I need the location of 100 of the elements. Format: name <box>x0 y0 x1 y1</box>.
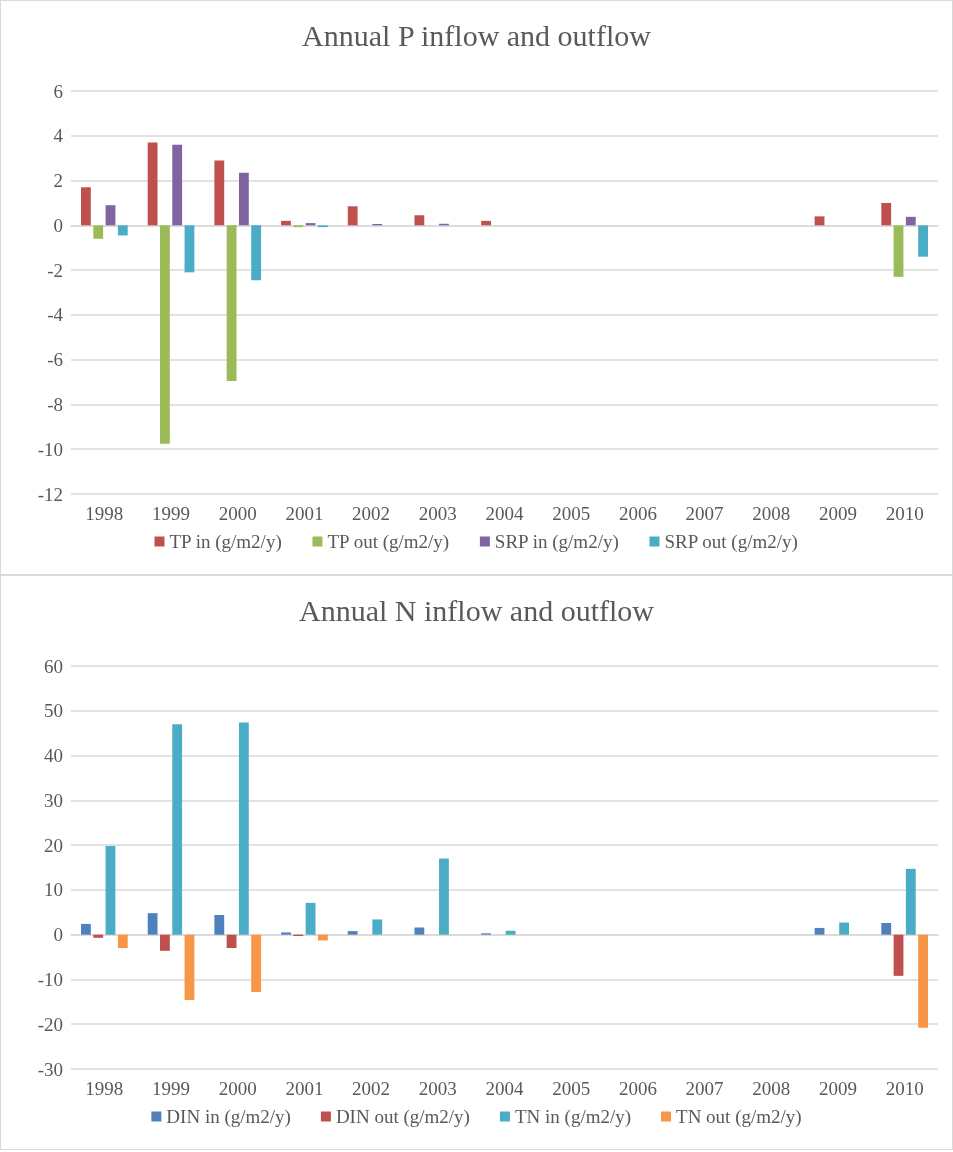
x-tick-label: 1999 <box>152 503 191 524</box>
x-tick-label: 2001 <box>285 503 324 524</box>
y-tick-label: 30 <box>44 789 63 811</box>
y-tick-label: -8 <box>47 393 63 415</box>
bar <box>117 225 128 236</box>
x-tick-label: 2008 <box>752 503 791 524</box>
bar <box>905 216 916 226</box>
legend-label: DIN in (g/m2/y) <box>166 1106 291 1128</box>
y-tick-label: 40 <box>44 745 63 767</box>
bar <box>481 220 491 226</box>
x-tick-label: 2001 <box>285 1078 324 1099</box>
bar <box>172 724 183 935</box>
y-tick-label: 10 <box>44 879 63 901</box>
bar <box>347 206 358 226</box>
x-tick-label: 1998 <box>85 503 124 524</box>
bar <box>372 919 383 935</box>
bar <box>172 144 183 226</box>
bar <box>439 858 449 935</box>
bar <box>238 722 249 935</box>
legend-label: TP out (g/m2/y) <box>327 531 450 553</box>
y-tick-label: -20 <box>37 1013 63 1035</box>
bar <box>893 225 904 277</box>
bar <box>305 902 316 935</box>
bar <box>281 932 291 935</box>
bar <box>893 934 904 976</box>
bar <box>147 142 158 226</box>
x-tick-label: 2002 <box>352 1078 391 1099</box>
bar <box>251 225 262 281</box>
x-tick-label: 2009 <box>818 503 857 524</box>
bar <box>226 225 237 381</box>
bar <box>226 934 237 949</box>
bar <box>881 923 892 935</box>
bar <box>414 927 425 935</box>
x-tick-label: 2000 <box>218 1078 257 1099</box>
x-tick-label: 2004 <box>485 1078 524 1099</box>
bar <box>881 202 892 226</box>
x-tick-label: 1999 <box>152 1078 191 1099</box>
x-tick-label: 2008 <box>752 1078 791 1099</box>
chart-title: Annual N inflow and outflow <box>299 593 655 627</box>
y-tick-label: -10 <box>37 968 63 990</box>
x-tick-label: 2006 <box>618 503 657 524</box>
bar <box>105 846 116 935</box>
bar <box>839 922 850 935</box>
bar <box>814 216 825 226</box>
y-tick-label: 50 <box>44 700 63 722</box>
y-tick-label: 60 <box>44 655 63 677</box>
y-tick-label: -30 <box>37 1058 63 1080</box>
legend-label: SRP in (g/m2/y) <box>494 531 619 553</box>
chart-title: Annual P inflow and outflow <box>302 18 652 52</box>
bar <box>184 225 195 273</box>
y-tick-label: 0 <box>53 214 63 236</box>
x-tick-label: 2004 <box>485 503 524 524</box>
x-tick-label: 2006 <box>618 1078 657 1099</box>
legend-label: DIN out (g/m2/y) <box>335 1106 470 1128</box>
x-tick-label: 2010 <box>885 503 924 524</box>
x-tick-label: 2005 <box>552 1078 591 1099</box>
bar <box>918 225 928 257</box>
legend-label: TP in (g/m2/y) <box>169 531 282 553</box>
bar <box>238 172 249 226</box>
legend-label: SRP out (g/m2/y) <box>664 531 798 553</box>
y-tick-label: 4 <box>53 125 64 147</box>
bar <box>251 934 262 992</box>
bar <box>81 923 91 935</box>
y-tick-label: -4 <box>47 304 64 326</box>
y-tick-label: -2 <box>47 259 63 281</box>
bar <box>159 934 170 951</box>
x-tick-label: 2003 <box>418 1078 457 1099</box>
bar <box>117 934 128 949</box>
x-tick-label: 2007 <box>685 1078 724 1099</box>
bar <box>105 205 116 226</box>
x-tick-label: 1998 <box>85 1078 124 1099</box>
bar <box>918 934 928 1028</box>
y-tick-label: 6 <box>53 80 63 102</box>
bar <box>347 931 358 935</box>
y-tick-label: -6 <box>47 349 63 371</box>
x-tick-label: 2009 <box>818 1078 857 1099</box>
bar <box>905 868 916 935</box>
x-tick-label: 2005 <box>552 503 591 524</box>
bar <box>93 934 104 938</box>
bar <box>184 934 195 1001</box>
bar <box>281 220 291 226</box>
bar <box>814 927 825 935</box>
bar <box>505 930 516 935</box>
y-tick-label: -10 <box>37 438 63 460</box>
bar <box>214 914 225 935</box>
bar <box>147 913 158 935</box>
x-tick-label: 2000 <box>218 503 257 524</box>
bar <box>93 225 104 239</box>
x-tick-label: 2003 <box>418 503 457 524</box>
bar <box>414 215 425 226</box>
x-tick-label: 2007 <box>685 503 724 524</box>
bar <box>81 187 91 226</box>
y-tick-label: 0 <box>53 924 63 946</box>
legend-label: TN out (g/m2/y) <box>676 1106 802 1128</box>
legend-label: TN in (g/m2/y) <box>514 1106 632 1128</box>
y-tick-label: -12 <box>37 483 63 505</box>
bar <box>214 160 225 226</box>
x-tick-label: 2002 <box>352 503 391 524</box>
x-tick-label: 2010 <box>885 1078 924 1099</box>
y-tick-label: 20 <box>44 834 63 856</box>
